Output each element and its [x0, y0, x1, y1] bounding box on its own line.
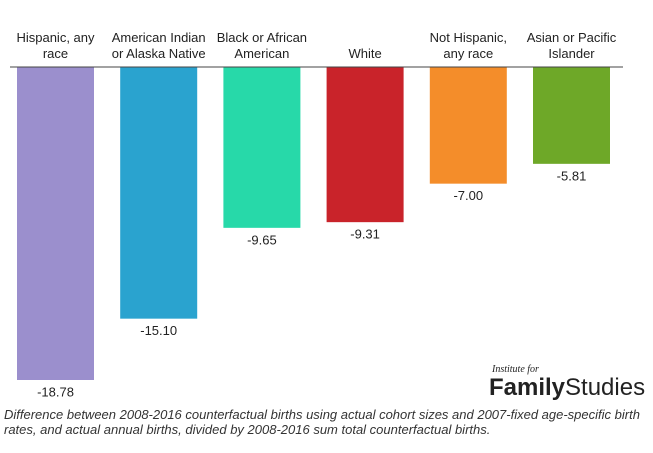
logo-bold: Family — [489, 374, 566, 401]
bar — [326, 67, 404, 223]
value-label: -7.00 — [453, 188, 483, 203]
category-label: Black or African American — [216, 30, 308, 61]
category-label: Asian or Pacific Islander — [526, 30, 617, 61]
logo-light: Studies — [565, 374, 646, 401]
bar — [120, 67, 198, 319]
value-label: -5.81 — [557, 168, 587, 183]
bar — [533, 67, 610, 164]
logo-tagline: Institute for — [492, 364, 539, 375]
category-label: American Indian or Alaska Native — [111, 30, 206, 61]
category-label: Not Hispanic, any race — [429, 30, 507, 61]
bar — [429, 67, 507, 184]
bar — [223, 67, 301, 228]
value-label: -9.31 — [350, 227, 380, 242]
category-label: White — [348, 46, 382, 61]
category-label: Hispanic, any race — [16, 30, 95, 61]
category-labels: Hispanic, any race American Indian or Ala… — [0, 0, 653, 62]
value-label: -15.10 — [140, 323, 177, 338]
value-label: -18.78 — [37, 384, 74, 399]
bar — [17, 67, 94, 380]
value-label: -9.65 — [247, 232, 277, 247]
logo: FamilyStudies — [489, 374, 645, 402]
caption: Difference between 2008-2016 counterfact… — [4, 407, 640, 437]
